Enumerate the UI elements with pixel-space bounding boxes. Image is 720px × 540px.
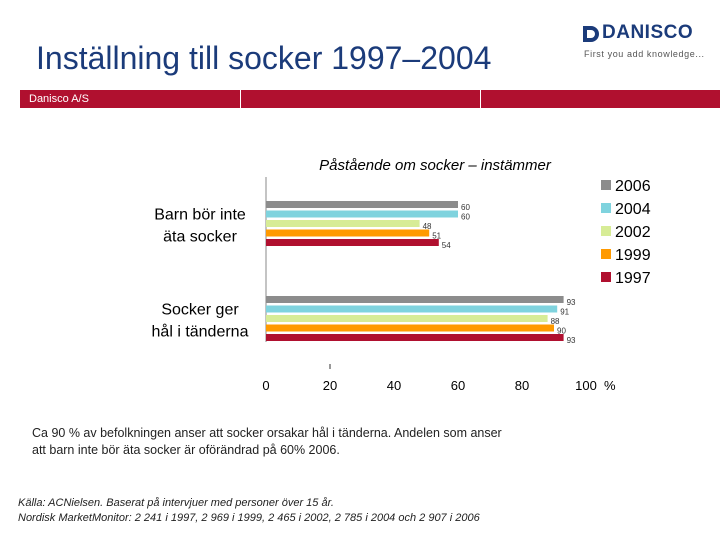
bar — [266, 210, 458, 218]
x-tick-label: 40 — [387, 378, 401, 393]
bar — [266, 201, 458, 208]
bar — [266, 220, 420, 227]
legend-swatch — [601, 180, 611, 190]
legend-label: 2002 — [615, 224, 651, 241]
description-text: Ca 90 % av befolkningen anser att socker… — [32, 426, 502, 457]
source-line-2: Nordisk MarketMonitor: 2 241 i 1997, 2 9… — [18, 512, 480, 524]
logo-tagline: First you add knowledge... — [584, 49, 705, 59]
category-label: Barn bör inte — [154, 207, 246, 224]
legend-swatch — [601, 272, 611, 282]
band-divider — [480, 90, 481, 108]
x-tick-label: 60 — [451, 378, 465, 393]
band-divider — [240, 90, 241, 108]
bar — [266, 239, 439, 246]
x-tick-label: 0 — [262, 378, 269, 393]
data-label: 90 — [557, 327, 566, 336]
data-label: 51 — [432, 232, 441, 241]
bar-chart: Påstående om socker – instämmer Barn bör … — [152, 157, 651, 393]
bar — [266, 315, 548, 322]
bar — [266, 324, 554, 332]
logo-wordmark: DANISCO — [602, 22, 694, 43]
legend-label: 2004 — [615, 201, 651, 218]
header-band: Danisco A/S — [20, 90, 720, 108]
data-label: 91 — [560, 308, 569, 317]
legend-label: 1999 — [615, 247, 651, 264]
company-label: Danisco A/S — [29, 93, 89, 105]
slide-title: Inställning till socker 1997–2004 — [36, 40, 492, 76]
data-label: 88 — [551, 317, 560, 326]
x-unit-label: % — [604, 378, 616, 393]
legend-swatch — [601, 249, 611, 259]
source-note: Källa: ACNielsen. Baserat på intervjuer … — [18, 496, 618, 526]
data-label: 93 — [567, 336, 576, 345]
category-label: Socker ger — [161, 302, 239, 319]
x-tick-label: 80 — [515, 378, 529, 393]
data-label: 60 — [461, 213, 470, 222]
data-label: 60 — [461, 203, 470, 212]
legend-swatch — [601, 203, 611, 213]
chart-title: Påstående om socker – instämmer — [319, 157, 552, 174]
legend-label: 1997 — [615, 270, 651, 287]
bar — [266, 334, 564, 341]
source-line-1: Källa: ACNielsen. Baserat på intervjuer … — [18, 497, 334, 509]
bar — [266, 305, 558, 313]
data-label: 48 — [423, 222, 432, 231]
bar — [266, 296, 564, 303]
danisco-logo: DANISCO First you add knowledge... — [580, 22, 706, 66]
category-label: äta socker — [163, 229, 237, 246]
x-tick-label: 20 — [323, 378, 337, 393]
bar — [266, 229, 430, 237]
data-label: 93 — [567, 298, 576, 307]
x-tick-label: 100 — [575, 378, 597, 393]
legend-label: 2006 — [615, 178, 651, 195]
data-label: 54 — [442, 241, 451, 250]
legend-swatch — [601, 226, 611, 236]
category-label: hål i tänderna — [152, 323, 249, 341]
danisco-logo-icon — [583, 26, 599, 42]
